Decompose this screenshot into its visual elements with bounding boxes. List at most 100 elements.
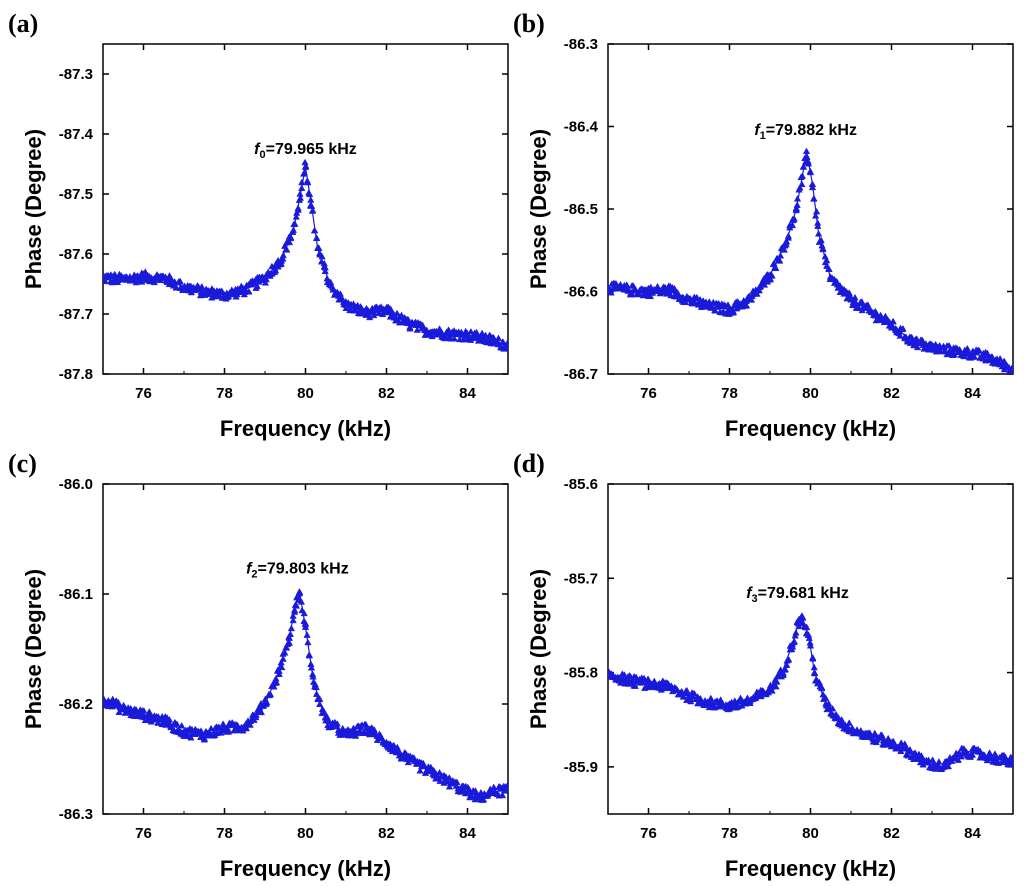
peak-annotation: f1=79.882 kHz [754, 122, 857, 142]
data-point [766, 685, 774, 693]
noise-marker [309, 206, 317, 214]
noise-marker [975, 347, 984, 354]
y-axis-title: Phase (Degree) [21, 569, 46, 729]
data-point [275, 667, 283, 674]
noise-marker [283, 246, 291, 253]
data-point [1009, 758, 1013, 765]
noise-marker [811, 212, 820, 219]
noise-marker [878, 731, 886, 738]
data-point [814, 230, 823, 237]
data-point [746, 295, 754, 303]
series-group [103, 588, 508, 803]
noise-marker [968, 751, 977, 758]
data-point [200, 288, 208, 295]
noise-marker [292, 213, 300, 220]
y-tick-label: -85.8 [564, 665, 598, 682]
noise-marker [178, 721, 186, 729]
y-tick-label: -86.6 [564, 284, 598, 301]
x-axis-title: Frequency (kHz) [725, 856, 896, 881]
noise-marker [690, 689, 698, 697]
x-tick-label: 84 [964, 385, 981, 402]
data-point [920, 758, 928, 765]
noise-marker [940, 347, 948, 355]
x-tick-label: 82 [378, 385, 395, 402]
noise-marker [250, 279, 258, 286]
y-tick-label: -86.3 [564, 36, 598, 53]
data-point [103, 694, 107, 702]
x-tick-label: 76 [135, 825, 152, 842]
noise-marker [848, 724, 856, 731]
noise-marker [913, 343, 922, 351]
data-point [423, 766, 431, 773]
noise-marker [803, 152, 811, 160]
data-point [443, 777, 451, 784]
noise-marker [271, 266, 280, 274]
noise-marker [954, 756, 962, 763]
data-point [644, 287, 653, 295]
x-axis-title: Frequency (kHz) [220, 856, 391, 881]
data-point [475, 793, 484, 801]
noise-marker [187, 733, 195, 741]
x-tick-label: 80 [297, 385, 314, 402]
noise-marker [983, 349, 991, 357]
noise-marker [336, 290, 344, 297]
data-point [804, 631, 813, 638]
noise-marker [282, 643, 291, 651]
data-point [802, 147, 811, 155]
noise-marker [261, 278, 270, 286]
data-point [608, 670, 612, 678]
data-point [103, 274, 107, 281]
noise-marker [918, 336, 926, 344]
chart-panel-d: (d) 76 78 80 82 84 -85.6 -85.7 -85.8 -85.9 Frequen… [513, 449, 1014, 881]
noise-marker [814, 219, 822, 226]
data-point [160, 274, 168, 281]
data-point [778, 668, 786, 676]
noise-marker [294, 204, 302, 211]
noise-marker [313, 234, 321, 241]
noise-marker [784, 655, 792, 663]
x-tick-label: 80 [802, 385, 819, 402]
noise-marker [707, 694, 715, 702]
data-point [504, 341, 508, 349]
noise-marker [298, 184, 306, 191]
y-axis-title: Phase (Degree) [526, 129, 551, 289]
panel-label: (a) [8, 9, 38, 38]
noise-marker [780, 246, 788, 253]
noise-marker [285, 639, 294, 646]
y-tick-label: -86.1 [59, 586, 93, 603]
data-point [810, 668, 819, 676]
noise-marker [321, 267, 329, 275]
noise-marker [818, 683, 826, 691]
noise-marker [781, 666, 789, 673]
data-point [798, 172, 807, 179]
noise-marker [798, 180, 806, 188]
data-point [989, 355, 997, 362]
noise-marker [828, 704, 837, 712]
noise-marker [176, 277, 184, 284]
noise-marker [771, 263, 779, 271]
noise-marker [809, 653, 817, 661]
data-point [968, 349, 977, 357]
y-tick-label: -87.4 [59, 126, 94, 143]
peak-annotation: f2=79.803 kHz [246, 561, 349, 581]
noise-marker [871, 729, 879, 737]
data-point [301, 623, 310, 630]
data-point [887, 320, 896, 328]
data-point [504, 786, 508, 793]
noise-marker [996, 354, 1004, 362]
plot-frame [102, 483, 509, 815]
noise-marker [788, 221, 797, 229]
noise-marker [635, 290, 644, 297]
data-point [285, 634, 293, 641]
noise-marker [289, 616, 297, 624]
data-point [326, 280, 334, 287]
data-point [277, 256, 285, 263]
data-point [794, 619, 803, 627]
noise-marker [788, 645, 796, 653]
data-point [241, 286, 249, 293]
x-tick-label: 84 [964, 825, 981, 842]
data-point [261, 700, 269, 707]
noise-marker [945, 341, 953, 349]
noise-marker [858, 297, 866, 305]
